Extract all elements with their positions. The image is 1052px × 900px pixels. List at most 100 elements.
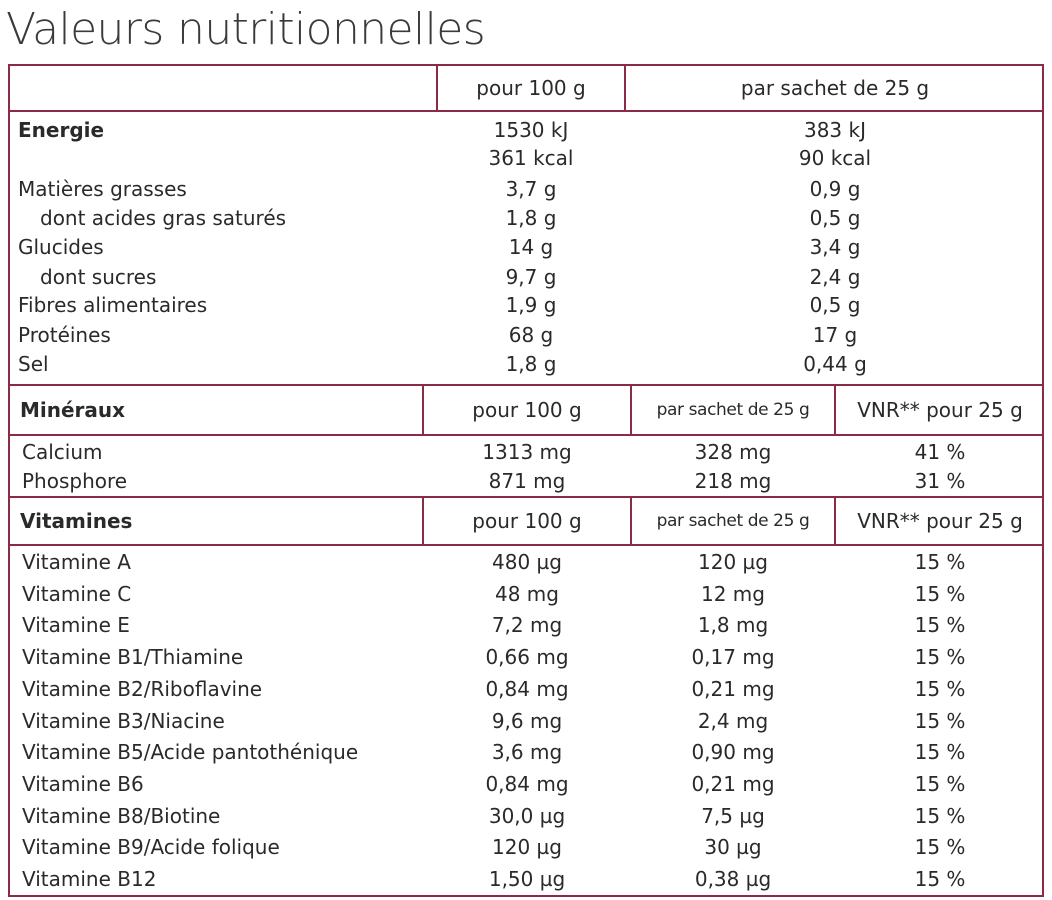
- vitamin-per100: 3,6 mg: [491, 740, 563, 765]
- mineral-label: Calcium: [22, 440, 103, 464]
- vitamins-header-per25: par sachet de 25 g: [656, 511, 810, 531]
- mineral-vnr: 31 %: [914, 469, 966, 493]
- vitamin-label: Vitamine B8/Biotine: [22, 803, 221, 828]
- energy-per25-kj: 383 kJ: [803, 118, 866, 142]
- header-divider: [8, 110, 1044, 112]
- energy-label: Energie: [18, 118, 105, 142]
- nutrient-label: Fibres alimentaires: [18, 293, 208, 317]
- vitamin-vnr: 15 %: [914, 613, 966, 638]
- vitamins-col-divider: [422, 496, 424, 546]
- nutrient-label: dont acides gras saturés: [40, 206, 287, 230]
- nutrient-label: Protéines: [18, 323, 111, 347]
- minerals-top-border: [8, 384, 1044, 386]
- vitamin-vnr: 15 %: [914, 708, 966, 733]
- vitamin-label: Vitamine B12: [22, 867, 157, 891]
- mineral-label: Phosphore: [22, 469, 128, 493]
- vitamin-per100: 0,66 mg: [485, 645, 569, 670]
- vitamin-label: Vitamine B1/Thiamine: [22, 645, 244, 670]
- vitamin-per100: 0,84 mg: [485, 771, 569, 796]
- table-outer-border: [8, 64, 1044, 897]
- nutrient-label: Glucides: [18, 235, 104, 259]
- minerals-header-per100: pour 100 g: [472, 398, 582, 422]
- nutrient-per25: 2,4 g: [809, 265, 861, 289]
- vitamins-header-bottom: [8, 544, 1044, 546]
- mineral-vnr: 41 %: [914, 440, 966, 464]
- vitamin-per25: 12 mg: [701, 581, 765, 606]
- vitamin-label: Vitamine E: [22, 613, 130, 638]
- nutrient-per25: 0,44 g: [803, 352, 867, 376]
- nutrient-per100: 9,7 g: [505, 265, 557, 289]
- vitamin-per100: 9,6 mg: [491, 708, 563, 733]
- vitamin-per25: 30 µg: [704, 835, 762, 860]
- vitamin-label: Vitamine B6: [22, 771, 144, 796]
- nutrient-per25: 0,9 g: [809, 177, 861, 201]
- minerals-header-per25: par sachet de 25 g: [656, 400, 810, 420]
- mineral-per25: 328 mg: [694, 440, 772, 464]
- nutrient-per100: 3,7 g: [505, 177, 557, 201]
- vitamin-label: Vitamine B2/Riboflavine: [22, 676, 263, 701]
- vitamin-per100: 48 mg: [495, 581, 559, 606]
- page-title: Valeurs nutritionnelles: [6, 4, 486, 55]
- vitamin-per25: 0,17 mg: [691, 645, 775, 670]
- vitamin-vnr: 15 %: [914, 581, 966, 606]
- vitamin-per25: 0,38 µg: [694, 867, 772, 891]
- vitamins-header-per100: pour 100 g: [472, 509, 582, 533]
- vitamin-label: Vitamine B3/Niacine: [22, 708, 225, 733]
- vitamins-top-border: [8, 496, 1044, 498]
- mineral-per100: 871 mg: [488, 469, 566, 493]
- vitamin-vnr: 15 %: [914, 550, 966, 574]
- vitamins-col-divider: [834, 496, 836, 546]
- vitamin-per25: 1,8 mg: [697, 613, 769, 638]
- vitamin-vnr: 15 %: [914, 645, 966, 670]
- vitamins-header-vnr: VNR** pour 25 g: [857, 509, 1023, 533]
- vitamin-per25: 0,21 mg: [691, 771, 775, 796]
- header-per25: par sachet de 25 g: [740, 76, 930, 100]
- vitamin-label: Vitamine B9/Acide folique: [22, 835, 280, 860]
- nutrient-label: dont sucres: [40, 265, 157, 289]
- nutrient-per100: 14 g: [508, 235, 554, 259]
- energy-per100-kcal: 361 kcal: [488, 146, 574, 170]
- minerals-header-bottom: [8, 434, 1044, 436]
- vitamin-label: Vitamine A: [22, 550, 131, 574]
- vitamin-per25: 0,90 mg: [691, 740, 775, 765]
- vitamin-per100: 0,84 mg: [485, 676, 569, 701]
- nutrient-per25: 17 g: [812, 323, 858, 347]
- mineral-per100: 1313 mg: [482, 440, 572, 464]
- minerals-col-divider: [834, 384, 836, 436]
- vitamin-per100: 120 µg: [492, 835, 562, 860]
- vitamin-per25: 0,21 mg: [691, 676, 775, 701]
- vitamin-per100: 7,2 mg: [491, 613, 563, 638]
- header-per100: pour 100 g: [476, 76, 586, 100]
- vitamin-vnr: 15 %: [914, 771, 966, 796]
- nutrient-per100: 1,8 g: [505, 352, 557, 376]
- vitamin-label: Vitamine B5/Acide pantothénique: [22, 740, 359, 765]
- vitamin-vnr: 15 %: [914, 835, 966, 860]
- nutrient-per25: 3,4 g: [809, 235, 861, 259]
- vitamin-per100: 480 µg: [492, 550, 562, 574]
- vitamin-label: Vitamine C: [22, 581, 132, 606]
- nutrient-per25: 0,5 g: [809, 293, 861, 317]
- nutrient-per100: 1,9 g: [505, 293, 557, 317]
- minerals-col-divider: [422, 384, 424, 436]
- vitamins-heading: Vitamines: [20, 509, 133, 533]
- nutrient-per100: 68 g: [508, 323, 554, 347]
- minerals-col-divider: [630, 384, 632, 436]
- vitamins-col-divider: [630, 496, 632, 546]
- vitamin-vnr: 15 %: [914, 867, 966, 891]
- vitamin-vnr: 15 %: [914, 740, 966, 765]
- minerals-heading: Minéraux: [20, 398, 126, 422]
- vitamin-per25: 120 µg: [698, 550, 768, 574]
- vitamin-vnr: 15 %: [914, 803, 966, 828]
- nutrient-label: Matières grasses: [18, 177, 187, 201]
- vitamin-per25: 7,5 µg: [701, 803, 765, 828]
- minerals-header-vnr: VNR** pour 25 g: [857, 398, 1023, 422]
- nutrient-per100: 1,8 g: [505, 206, 557, 230]
- vitamin-per25: 2,4 mg: [697, 708, 769, 733]
- vitamin-per100: 1,50 µg: [488, 867, 566, 891]
- header-col-divider-1: [436, 64, 438, 111]
- energy-per100-kj: 1530 kJ: [493, 118, 569, 142]
- nutrient-label: Sel: [18, 352, 49, 376]
- energy-per25-kcal: 90 kcal: [798, 146, 872, 170]
- mineral-per25: 218 mg: [694, 469, 772, 493]
- nutrient-per25: 0,5 g: [809, 206, 861, 230]
